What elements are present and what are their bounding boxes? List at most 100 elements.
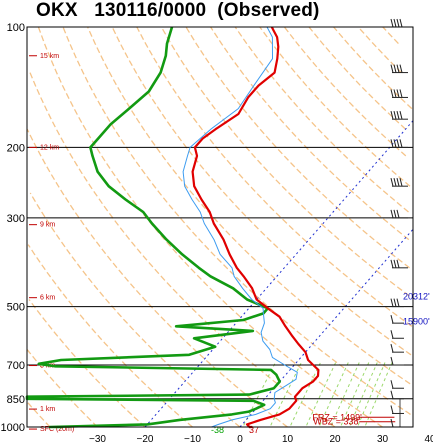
temperature-labels: −30 −20 −10 0 10 20 30 40 [89,434,433,445]
annotation-label: FRZ = 1499' [312,412,362,422]
temperature-tick-label: 10 [282,434,294,445]
wind-barb-flag [390,259,394,268]
zero-degree-isotherm [144,120,414,428]
chart-title: OKX 130116/0000 (Observed) [36,0,320,21]
temperature-tick-label: −30 [89,434,106,445]
plot-frame [26,26,414,428]
wind-barb-flag [393,259,397,268]
wet-bulb-trace [182,26,298,428]
dry-adiabat-line [28,299,146,428]
mixing-ratio-line [306,362,337,426]
dry-adiabat-line [62,26,411,415]
height-label: 9 km [40,222,55,229]
annotation-label: 37 [249,425,259,435]
wind-barb-flag [390,390,394,399]
wind-barb-flag [393,18,397,28]
mixing-ratio-lines [243,362,393,426]
wind-barb-flag [390,111,394,120]
wind-barb-flag [390,89,394,98]
dry-adiabat-line [29,72,336,428]
mixing-ratio-line [243,362,276,426]
dry-adiabat-line [357,26,402,74]
dry-adiabat-line [234,26,409,213]
mixing-ratio-line [365,362,393,426]
wind-barb-flag [399,64,403,73]
mixing-ratio-line [357,362,386,426]
wind-barb-flag [399,18,403,28]
wind-barb-flag [393,89,397,98]
mixing-ratio-line [349,362,378,426]
wind-barb-flag [393,111,397,120]
dry-adiabat-line [210,26,410,241]
pressure-label: 300 [7,213,25,225]
height-label: 6 km [40,295,55,302]
wind-barbs [390,18,408,428]
wind-barb-flag [390,178,394,187]
wind-barb-flag [399,111,403,120]
dry-adiabat-line [259,26,411,187]
pressure-label: 100 [7,22,25,34]
mixing-ratio-line [270,362,302,426]
temperature-tick-label: 20 [329,434,341,445]
wind-barb-flag [396,209,400,218]
wind-barb-flag [396,178,400,187]
annotation-label: -38 [211,425,224,435]
pressure-label: 700 [7,360,25,372]
temperature-tick-label: −10 [184,434,201,445]
pressure-label: 200 [7,142,25,154]
dry-adiabat-line [27,402,51,428]
temperature-tick-label: −20 [137,434,154,445]
dry-adiabat-line [382,26,399,45]
mixing-ratio-line [290,362,321,426]
temperature-trace [191,26,320,429]
wind-barb-flag [390,405,394,414]
dry-adiabat-line [26,128,288,428]
wind-barb-flag [390,330,394,339]
temperature-tick-label: 30 [377,434,389,445]
pressure-labels: 100 200 300 500 700 850 1000 [1,22,25,434]
wind-barb-flag [396,259,400,268]
dry-adiabat-line [308,26,406,130]
annotation-label: 20312' [403,291,430,301]
mixing-ratio-line [330,362,360,426]
wind-barb-flag [393,139,397,148]
mixing-ratio-line [340,362,370,426]
wind-barb-flag [390,298,394,307]
pressure-label: 850 [7,394,25,406]
height-label: 15 km [40,53,59,60]
sounding-traces [25,26,320,429]
wind-barb-flag [399,139,403,148]
wind-barb-flag [399,89,403,98]
dewpoint-trace [25,26,282,429]
annotations: 20312' 15900' FRZ = 1499'WBZ = 338' -38 37 [211,291,430,435]
annotation-label: 15900' [403,317,430,327]
wind-barb-flag [393,298,397,307]
temperature-tick-label: 40 [424,434,433,445]
wind-barb-flag [390,18,394,28]
dry-adiabat-line [185,26,410,269]
mixing-ratio-line [319,362,349,426]
wind-barb-flag [390,139,394,148]
dry-adiabat-line [87,26,411,385]
height-label: 1 km [40,406,55,413]
wind-barb-flag [390,209,394,218]
wind-barb-flag [390,380,394,389]
wind-barb-flag [390,356,394,366]
wind-barb-flag [396,298,400,307]
wind-barb-flag [390,315,394,324]
dry-adiabat-line [160,26,410,297]
wind-barb-flag [396,64,400,73]
dry-adiabat-line [111,26,412,356]
wind-barb-flag [393,64,397,73]
dry-adiabat-line [136,26,413,327]
temperature-tick-label: 0 [237,434,243,445]
wind-barb-flag [390,344,394,353]
wind-barb-flag [396,111,400,120]
dry-adiabat-line [283,26,407,157]
dry-adiabat-line [333,26,413,110]
pressure-label: 500 [7,302,25,314]
height-label: 12 km [40,144,59,151]
wind-barb-flag [390,418,394,428]
